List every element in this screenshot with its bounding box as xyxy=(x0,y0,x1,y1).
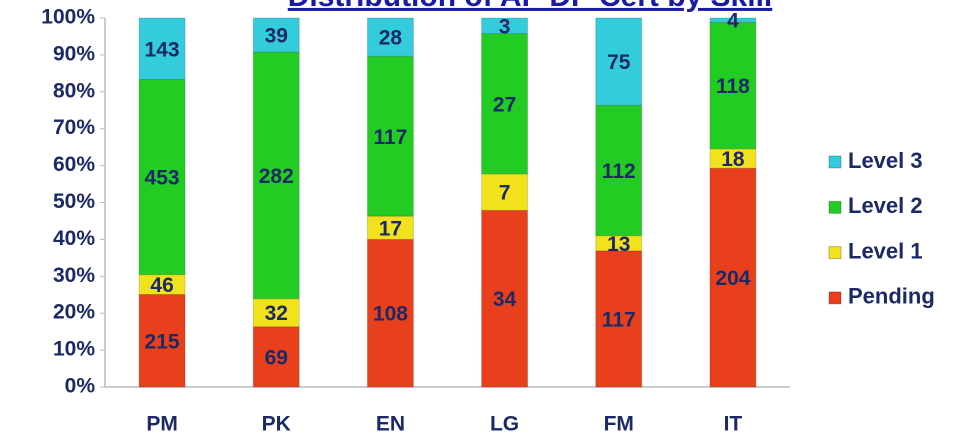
data-label: 69 xyxy=(265,346,288,369)
y-tick-label: 50% xyxy=(53,190,95,213)
bar-segment xyxy=(366,17,414,57)
data-label: 13 xyxy=(607,233,630,256)
bar-segment xyxy=(252,17,300,53)
legend-swatch xyxy=(828,155,842,169)
data-label: 453 xyxy=(145,167,180,190)
legend-label: Level 1 xyxy=(848,238,923,263)
data-label: 117 xyxy=(602,308,636,331)
legend-label: Pending xyxy=(848,284,935,309)
legend-swatch xyxy=(828,246,842,260)
data-label: 117 xyxy=(373,126,407,149)
y-tick-label: 80% xyxy=(53,79,95,102)
bar-segment xyxy=(481,33,529,175)
bar-segment xyxy=(366,238,414,388)
bar-segment xyxy=(138,293,186,388)
y-tick-label: 60% xyxy=(53,153,95,176)
bar-segment xyxy=(366,55,414,217)
bar-segment xyxy=(481,17,529,35)
legend-label: Level 3 xyxy=(848,148,923,173)
bar-segment xyxy=(481,209,529,388)
data-label: 17 xyxy=(379,217,402,240)
bar-segment xyxy=(709,167,757,388)
bar-segment xyxy=(252,326,300,388)
data-label: 3 xyxy=(499,15,511,38)
bar-segment xyxy=(709,17,757,23)
bar-segment xyxy=(138,79,186,276)
y-tick-label: 90% xyxy=(53,42,95,65)
y-tick-label: 30% xyxy=(53,264,95,287)
data-label: 32 xyxy=(265,302,288,325)
data-label: 282 xyxy=(259,165,294,188)
data-label: 75 xyxy=(607,51,631,74)
y-tick-label: 40% xyxy=(53,227,95,250)
x-tick-label: LG xyxy=(490,413,519,436)
data-label: 18 xyxy=(721,148,745,171)
data-label: 112 xyxy=(602,160,636,183)
legend-swatch xyxy=(828,200,842,214)
bar-segment xyxy=(595,17,643,106)
data-label: 28 xyxy=(379,27,403,50)
x-tick-label: EN xyxy=(376,413,405,436)
data-label: 118 xyxy=(716,75,750,98)
data-label: 46 xyxy=(150,274,173,297)
data-label: 7 xyxy=(499,182,511,205)
bar-segment xyxy=(366,215,414,240)
bar-segment xyxy=(595,104,643,237)
data-label: 39 xyxy=(265,25,288,48)
x-tick-label: PM xyxy=(146,413,178,436)
y-tick-label: 0% xyxy=(65,375,96,398)
bar-segment xyxy=(595,250,643,388)
x-tick-label: PK xyxy=(262,413,291,436)
y-tick-label: 70% xyxy=(53,116,95,139)
data-label: 215 xyxy=(145,330,180,353)
bar-segment xyxy=(709,21,757,150)
y-tick-label: 100% xyxy=(41,6,95,29)
bar-segment xyxy=(481,173,529,211)
bar-segment xyxy=(252,51,300,300)
x-tick-label: IT xyxy=(724,413,743,436)
legend-label: Level 2 xyxy=(848,193,923,218)
data-label: 4 xyxy=(727,10,739,33)
y-tick-label: 20% xyxy=(53,301,95,324)
y-tick-label: 10% xyxy=(53,338,95,361)
data-label: 204 xyxy=(715,267,750,290)
bar-segment xyxy=(252,298,300,328)
data-label: 143 xyxy=(145,38,180,61)
legend-swatch xyxy=(828,291,842,305)
data-label: 34 xyxy=(493,288,517,311)
chart-title: Distribution of AP DP Cert by Skill xyxy=(288,0,773,13)
data-label: 27 xyxy=(493,93,516,116)
x-tick-label: FM xyxy=(604,413,634,436)
data-label: 108 xyxy=(373,303,408,326)
bar-segment xyxy=(138,17,186,81)
